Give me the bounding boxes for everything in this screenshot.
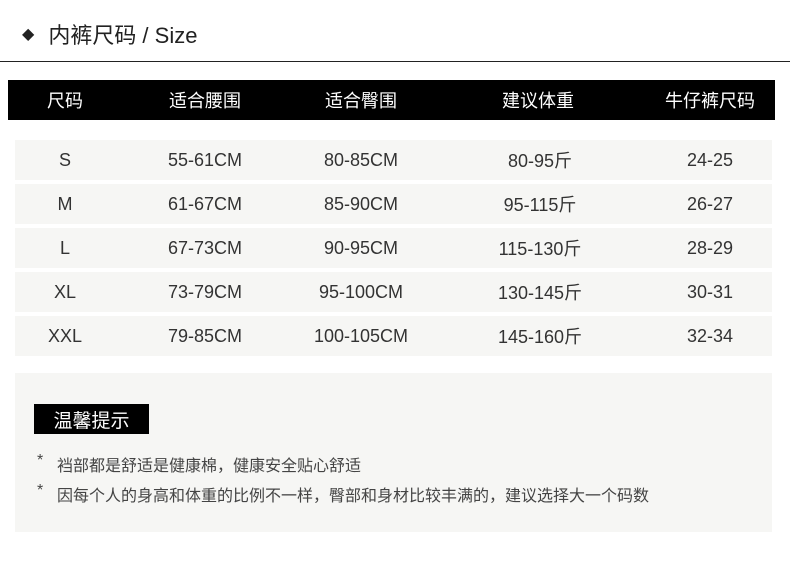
table-cell: 73-79CM	[167, 281, 243, 302]
header-cell: 牛仔裤尺码	[665, 91, 755, 111]
header-cell: 适合臀围	[325, 91, 397, 111]
tips-box: 温馨提示 * 裆部都是舒适是健康棉，健康安全贴心舒适 * 因每个人的身高和体重的比例…	[15, 373, 772, 532]
table-row: L 67-73CM 90-95CM 115-130斤 28-29	[15, 228, 772, 268]
table-cell: 130-145斤	[497, 283, 583, 303]
bullet: *	[37, 452, 44, 469]
table-cell: 61-67CM	[167, 193, 243, 214]
table-cell: 80-85CM	[323, 149, 399, 170]
note-item: * 裆部都是舒适是健康棉，健康安全贴心舒适	[37, 452, 361, 476]
title-text: 内裤尺码 / Size	[48, 23, 198, 48]
table-cell: 79-85CM	[167, 325, 243, 346]
table-row: XL 73-79CM 95-100CM 130-145斤 30-31	[15, 272, 772, 312]
table-cell: 24-25	[686, 149, 734, 170]
table-cell: M	[57, 193, 73, 214]
bullet: *	[37, 482, 44, 499]
page-title: ◆ 内裤尺码 / Size	[22, 18, 197, 50]
table-cell: L	[59, 237, 70, 258]
table-header: 尺码 适合腰围 适合臀围 建议体重 牛仔裤尺码	[8, 80, 775, 120]
table-cell: 95-115斤	[503, 195, 577, 215]
table-cell: XXL	[47, 325, 83, 346]
note-item: * 因每个人的身高和体重的比例不一样，臀部和身材比较丰满的，建议选择大一个码数	[37, 482, 649, 506]
table-cell: 115-130斤	[498, 239, 582, 259]
table-row: M 61-67CM 85-90CM 95-115斤 26-27	[15, 184, 772, 224]
note-text: 裆部都是舒适是健康棉，健康安全贴心舒适	[57, 458, 362, 475]
table-cell: S	[58, 149, 71, 170]
table-cell: 85-90CM	[323, 193, 399, 214]
table-cell: 95-100CM	[318, 281, 404, 302]
table-cell: 55-61CM	[167, 149, 243, 170]
header-cell: 尺码	[47, 91, 83, 111]
table-cell: 100-105CM	[313, 325, 409, 346]
diamond-icon: ◆	[22, 26, 35, 43]
table-row: S 55-61CM 80-85CM 80-95斤 24-25	[15, 140, 772, 180]
table-cell: 90-95CM	[323, 237, 399, 258]
table-cell: 145-160斤	[497, 327, 583, 347]
header-cell: 适合腰围	[169, 91, 241, 111]
tips-label: 温馨提示	[34, 404, 149, 434]
table-cell: 28-29	[686, 237, 734, 258]
table-cell: 67-73CM	[167, 237, 243, 258]
header-cell: 建议体重	[502, 91, 574, 111]
table-cell: 80-95斤	[507, 151, 573, 171]
table-cell: XL	[53, 281, 77, 302]
table-row: XXL 79-85CM 100-105CM 145-160斤 32-34	[15, 316, 772, 356]
note-text: 因每个人的身高和体重的比例不一样，臀部和身材比较丰满的，建议选择大一个码数	[57, 488, 650, 505]
table-cell: 26-27	[686, 193, 734, 214]
table-cell: 32-34	[686, 325, 734, 346]
divider	[0, 61, 790, 62]
table-cell: 30-31	[686, 281, 734, 302]
